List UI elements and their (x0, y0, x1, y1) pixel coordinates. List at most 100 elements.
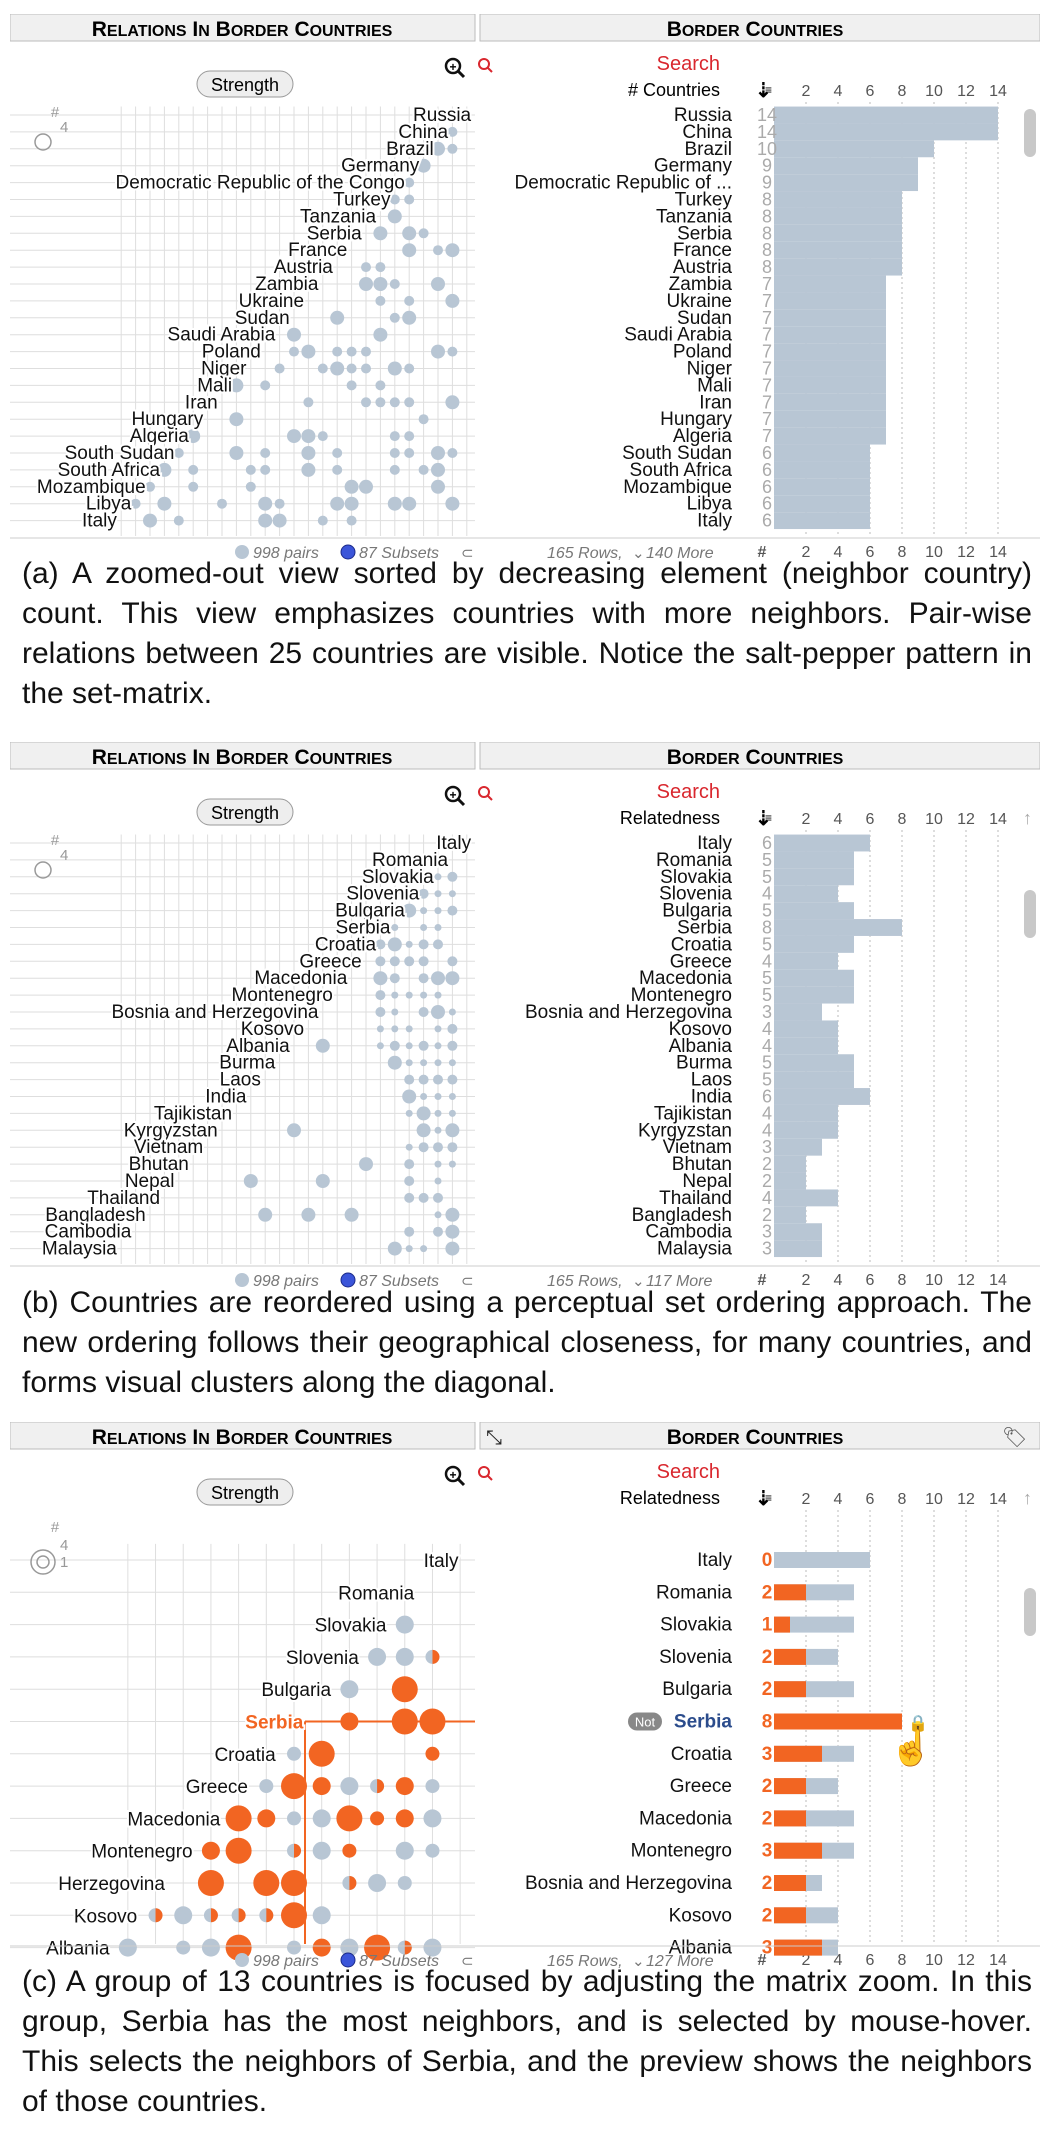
row-label[interactable]: Niger (687, 359, 733, 380)
row-label[interactable]: Tanzania (656, 206, 732, 227)
row-label[interactable]: Greece (670, 951, 732, 972)
zoom-in-icon[interactable]: + (444, 785, 466, 807)
search-icon[interactable] (478, 1466, 493, 1481)
row-label[interactable]: Serbia (677, 223, 732, 244)
row-label[interactable]: India (691, 1087, 733, 1108)
sort-icon[interactable]: ⇣ (755, 808, 772, 830)
row-label[interactable]: Hungary (660, 409, 732, 430)
matrix-row-label: Italy (424, 1551, 459, 1572)
row-label[interactable]: Libya (687, 494, 733, 515)
row-label[interactable]: Slovenia (659, 1647, 732, 1668)
row-label[interactable]: Serbia (674, 1712, 733, 1733)
zoom-in-icon[interactable]: + (444, 1465, 466, 1487)
row-label[interactable]: Turkey (675, 190, 733, 211)
not-badge[interactable]: Not (635, 1715, 656, 1730)
row-label[interactable]: China (682, 122, 732, 143)
row-label[interactable]: Montenegro (631, 1841, 732, 1862)
more-rows-link[interactable]: 140 More (646, 545, 714, 562)
row-label[interactable]: Zambia (669, 274, 733, 295)
zoom-in-icon[interactable]: + (444, 57, 466, 79)
row-label[interactable]: Tajikistan (654, 1103, 732, 1124)
more-rows-link[interactable]: 127 More (646, 1953, 714, 1970)
row-label[interactable]: Bulgaria (662, 901, 732, 922)
row-label[interactable]: France (673, 240, 732, 261)
row-label[interactable]: Bosnia and Herzegovina (525, 1002, 732, 1023)
row-label[interactable]: Bhutan (672, 1154, 732, 1175)
row-label[interactable]: Bangladesh (632, 1205, 732, 1226)
sort-icon[interactable]: ⇣ (755, 80, 772, 102)
sort-icon[interactable]: ⇣ (755, 1488, 772, 1510)
row-label[interactable]: Democratic Republic of ... (514, 173, 732, 194)
row-label[interactable]: Albania (669, 1036, 733, 1057)
row-label[interactable]: Iran (699, 392, 732, 413)
matrix-row-label: Albania (226, 1036, 290, 1057)
row-label[interactable]: Kosovo (669, 1905, 732, 1926)
search-field[interactable]: Search (657, 781, 720, 803)
row-label[interactable]: Serbia (677, 918, 732, 939)
row-label[interactable]: Laos (691, 1070, 732, 1091)
row-label[interactable]: Bulgaria (662, 1679, 732, 1700)
row-label[interactable]: Macedonia (639, 968, 732, 989)
row-label[interactable]: Italy (697, 833, 732, 854)
matrix-cell (118, 1938, 137, 1957)
row-label[interactable]: Kyrgyzstan (638, 1120, 732, 1141)
row-label[interactable]: Romania (656, 1582, 732, 1603)
row-label[interactable]: Malaysia (657, 1239, 732, 1260)
row-label[interactable]: Mali (697, 375, 732, 396)
row-label[interactable]: Macedonia (639, 1808, 732, 1829)
scrollbar-thumb[interactable] (1024, 109, 1036, 157)
strength-button[interactable]: Strength (196, 1478, 294, 1506)
row-label[interactable]: Thailand (659, 1188, 732, 1209)
row-label[interactable]: Slovenia (659, 884, 732, 905)
lock-icon[interactable]: 🔒 (908, 1715, 928, 1733)
row-label[interactable]: Saudi Arabia (624, 325, 732, 346)
row-label[interactable]: Bosnia and Herzegovina (525, 1873, 732, 1894)
row-label[interactable]: Burma (676, 1053, 732, 1074)
row-label[interactable]: Ukraine (667, 291, 732, 312)
scroll-up-icon[interactable]: ↑ (1023, 1488, 1032, 1508)
search-field[interactable]: Search (657, 53, 720, 75)
row-label[interactable]: Brazil (684, 139, 732, 160)
row-label[interactable]: Germany (654, 156, 733, 177)
matrix-row-label: Germany (341, 156, 420, 177)
matrix-cell (418, 1040, 429, 1051)
row-label[interactable]: Mozambique (623, 477, 732, 498)
scroll-up-icon[interactable]: ↑ (1023, 808, 1032, 828)
strength-button[interactable]: Strength (196, 798, 294, 826)
row-label[interactable]: Greece (670, 1776, 732, 1797)
row-label[interactable]: South Sudan (622, 443, 732, 464)
subsets-icon[interactable]: ⊂ (461, 1273, 474, 1290)
row-label[interactable]: Vietnam (663, 1137, 732, 1158)
strength-button[interactable]: Strength (196, 70, 294, 98)
subsets-icon[interactable]: ⊂ (461, 545, 474, 562)
row-label[interactable]: Italy (697, 1550, 732, 1571)
matrix-cell (431, 141, 445, 156)
row-label[interactable]: South Africa (630, 460, 733, 481)
row-bar (774, 512, 870, 530)
row-label[interactable]: Slovakia (660, 867, 732, 888)
row-label[interactable]: Poland (673, 342, 732, 363)
row-label[interactable]: Slovakia (660, 1615, 732, 1636)
search-icon[interactable] (478, 786, 493, 801)
row-label[interactable]: Sudan (677, 308, 732, 329)
row-label[interactable]: Croatia (671, 934, 733, 955)
row-label[interactable]: Croatia (671, 1744, 733, 1765)
scrollbar-thumb[interactable] (1024, 890, 1036, 938)
row-label[interactable]: Nepal (682, 1171, 732, 1192)
matrix-row-label: Greece (186, 1777, 248, 1798)
row-count: 7 (762, 291, 772, 311)
subsets-icon[interactable]: ⊂ (461, 1953, 474, 1970)
row-label[interactable]: Romania (656, 850, 732, 871)
row-label[interactable]: Italy (697, 511, 732, 532)
more-rows-link[interactable]: 117 More (646, 1273, 713, 1290)
scrollbar-thumb[interactable] (1024, 1588, 1036, 1636)
row-label[interactable]: Kosovo (669, 1019, 732, 1040)
search-icon[interactable] (478, 58, 493, 73)
row-label[interactable]: Russia (674, 105, 733, 126)
row-label[interactable]: Cambodia (645, 1222, 732, 1243)
row-label[interactable]: Algeria (673, 426, 733, 447)
row-label[interactable]: Montenegro (631, 985, 732, 1006)
row-label[interactable]: Austria (673, 257, 733, 278)
row-label[interactable]: Albania (669, 1938, 733, 1959)
search-field[interactable]: Search (657, 1461, 720, 1483)
